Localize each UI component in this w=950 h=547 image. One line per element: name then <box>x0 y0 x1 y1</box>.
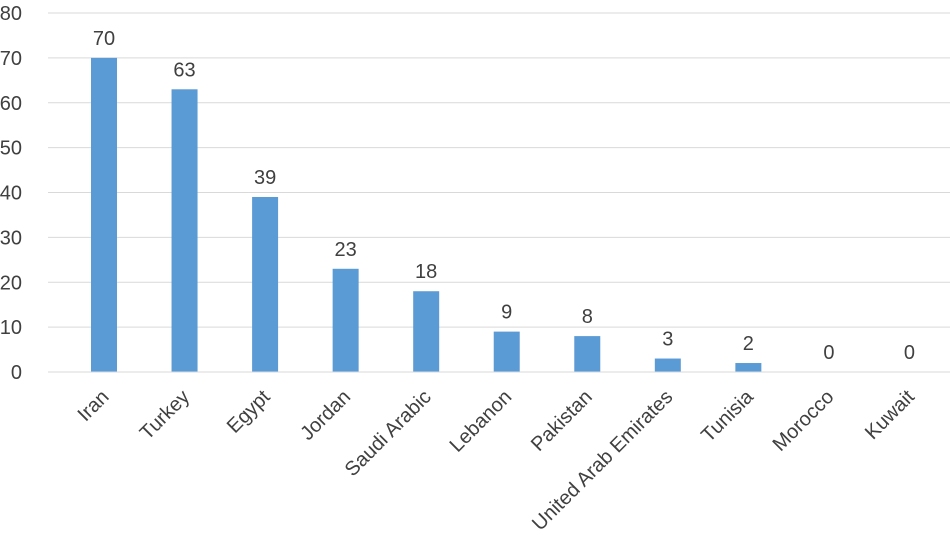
category-label: Kuwait <box>861 386 919 444</box>
y-tick-label: 20 <box>0 272 22 294</box>
category-label: Morocco <box>769 386 839 456</box>
category-label: Tunisia <box>697 385 758 446</box>
bar <box>735 363 762 372</box>
bar <box>574 336 601 372</box>
y-tick-label: 40 <box>0 183 22 205</box>
category-label: Jordan <box>296 386 355 445</box>
y-tick-label: 60 <box>0 93 22 115</box>
category-label: Lebanon <box>446 386 517 457</box>
data-label: 70 <box>93 28 115 50</box>
data-label: 0 <box>904 342 915 364</box>
data-label: 2 <box>743 333 754 355</box>
data-label: 9 <box>501 302 512 324</box>
data-label: 23 <box>335 239 357 261</box>
y-tick-label: 80 <box>0 3 22 25</box>
category-label: Pakistan <box>527 386 597 456</box>
category-label: Saudi Arabic <box>341 386 436 481</box>
bar <box>171 89 198 372</box>
y-tick-label: 50 <box>0 138 22 160</box>
category-label: Turkey <box>136 386 194 444</box>
y-tick-label: 10 <box>0 317 22 339</box>
bars <box>91 57 762 372</box>
category-label: United Arab Emirates <box>528 386 677 535</box>
data-label: 8 <box>582 306 593 328</box>
bar <box>252 196 279 372</box>
data-label: 39 <box>254 167 276 189</box>
y-tick-label: 30 <box>0 227 22 249</box>
y-axis-tick-labels: 0 10 20 30 40 50 60 70 80 <box>0 3 22 384</box>
data-label: 3 <box>662 329 673 351</box>
data-label: 0 <box>823 342 834 364</box>
bar <box>654 358 681 372</box>
y-tick-label: 0 <box>11 362 22 384</box>
data-label: 63 <box>173 59 195 81</box>
gridlines <box>48 12 950 328</box>
category-label: Iran <box>74 386 114 426</box>
bar <box>493 331 520 372</box>
data-label: 18 <box>415 261 437 283</box>
y-tick-label: 70 <box>0 48 22 70</box>
data-labels: 70 63 39 23 18 9 8 3 2 0 0 <box>93 28 915 364</box>
bar <box>413 291 440 372</box>
category-label: Egypt <box>223 386 275 438</box>
bar <box>91 57 117 372</box>
bar <box>332 268 359 372</box>
